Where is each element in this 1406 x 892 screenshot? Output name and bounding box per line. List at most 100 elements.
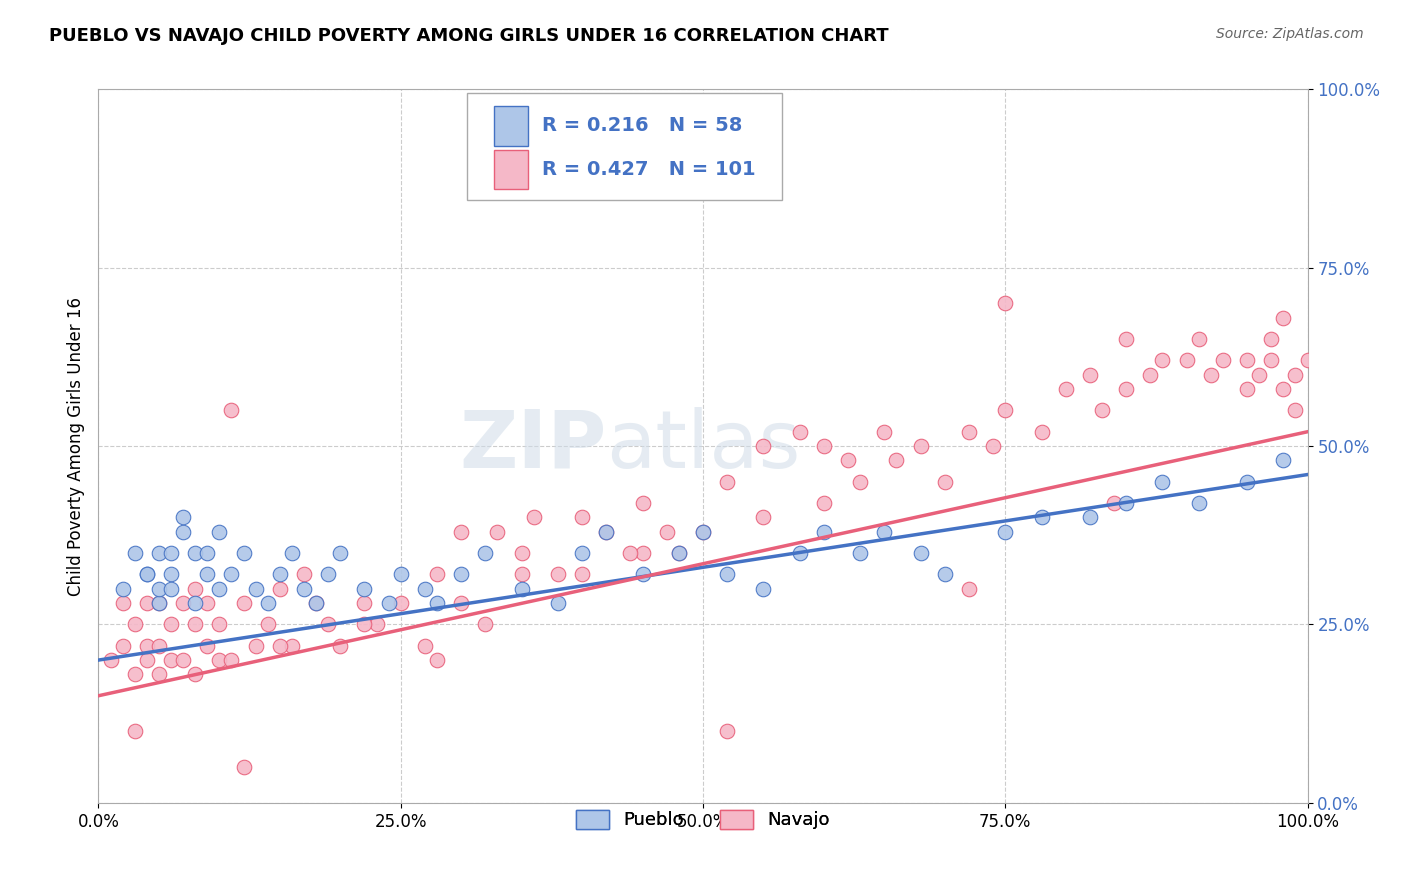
- Point: [849, 546, 872, 560]
- Point: [752, 510, 775, 524]
- Point: [813, 524, 835, 539]
- Point: [124, 667, 146, 681]
- Point: [256, 617, 278, 632]
- Point: [1236, 353, 1258, 368]
- Point: [595, 524, 617, 539]
- Point: [426, 596, 449, 610]
- Point: [886, 453, 908, 467]
- Point: [752, 582, 775, 596]
- Point: [389, 567, 412, 582]
- Point: [135, 653, 157, 667]
- Point: [292, 567, 315, 582]
- Point: [692, 524, 714, 539]
- Point: [184, 546, 207, 560]
- Point: [413, 639, 436, 653]
- Point: [426, 567, 449, 582]
- Point: [910, 439, 932, 453]
- Point: [510, 582, 533, 596]
- FancyBboxPatch shape: [467, 93, 782, 200]
- Point: [571, 546, 593, 560]
- Point: [1115, 382, 1137, 396]
- Point: [232, 546, 254, 560]
- Point: [547, 596, 569, 610]
- Point: [1115, 332, 1137, 346]
- Point: [195, 639, 218, 653]
- Point: [981, 439, 1004, 453]
- Point: [148, 639, 170, 653]
- Point: [994, 296, 1017, 310]
- Point: [208, 653, 231, 667]
- Point: [160, 582, 183, 596]
- Point: [124, 617, 146, 632]
- Point: [994, 524, 1017, 539]
- Point: [1260, 353, 1282, 368]
- Point: [305, 596, 328, 610]
- Point: [221, 653, 243, 667]
- Point: [631, 496, 654, 510]
- Point: [148, 596, 170, 610]
- Point: [1031, 510, 1053, 524]
- Point: [135, 567, 157, 582]
- Point: [281, 546, 304, 560]
- Point: [135, 596, 157, 610]
- Point: [195, 546, 218, 560]
- Point: [789, 425, 811, 439]
- Point: [245, 582, 267, 596]
- Point: [849, 475, 872, 489]
- Point: [716, 724, 738, 739]
- Point: [100, 653, 122, 667]
- Point: [1091, 403, 1114, 417]
- Point: [837, 453, 859, 467]
- Point: [1152, 475, 1174, 489]
- Point: [413, 582, 436, 596]
- Text: atlas: atlas: [606, 407, 800, 485]
- Point: [172, 524, 194, 539]
- Point: [994, 403, 1017, 417]
- Point: [692, 524, 714, 539]
- Point: [292, 582, 315, 596]
- Point: [957, 425, 980, 439]
- Point: [305, 596, 328, 610]
- Text: R = 0.216   N = 58: R = 0.216 N = 58: [543, 116, 742, 136]
- Point: [1236, 382, 1258, 396]
- Point: [184, 667, 207, 681]
- Point: [571, 567, 593, 582]
- Point: [716, 475, 738, 489]
- Point: [957, 582, 980, 596]
- Point: [631, 567, 654, 582]
- Point: [1236, 475, 1258, 489]
- Text: R = 0.427   N = 101: R = 0.427 N = 101: [543, 160, 756, 179]
- Point: [172, 510, 194, 524]
- Point: [668, 546, 690, 560]
- Point: [450, 596, 472, 610]
- Point: [1188, 496, 1211, 510]
- Point: [353, 617, 375, 632]
- Point: [160, 617, 183, 632]
- Point: [1260, 332, 1282, 346]
- Point: [668, 546, 690, 560]
- Point: [934, 475, 956, 489]
- Point: [353, 596, 375, 610]
- Point: [1102, 496, 1125, 510]
- Point: [195, 596, 218, 610]
- Point: [316, 567, 339, 582]
- Point: [1115, 496, 1137, 510]
- Point: [160, 653, 183, 667]
- Point: [450, 524, 472, 539]
- Point: [1296, 353, 1319, 368]
- Point: [510, 546, 533, 560]
- Point: [873, 524, 896, 539]
- Point: [195, 567, 218, 582]
- Point: [366, 617, 388, 632]
- Point: [1054, 382, 1077, 396]
- Point: [1272, 453, 1295, 467]
- Point: [329, 546, 352, 560]
- Point: [111, 639, 134, 653]
- Y-axis label: Child Poverty Among Girls Under 16: Child Poverty Among Girls Under 16: [66, 296, 84, 596]
- Point: [450, 567, 472, 582]
- Point: [1152, 353, 1174, 368]
- Point: [232, 596, 254, 610]
- Bar: [494, 150, 527, 189]
- Point: [329, 639, 352, 653]
- Point: [221, 567, 243, 582]
